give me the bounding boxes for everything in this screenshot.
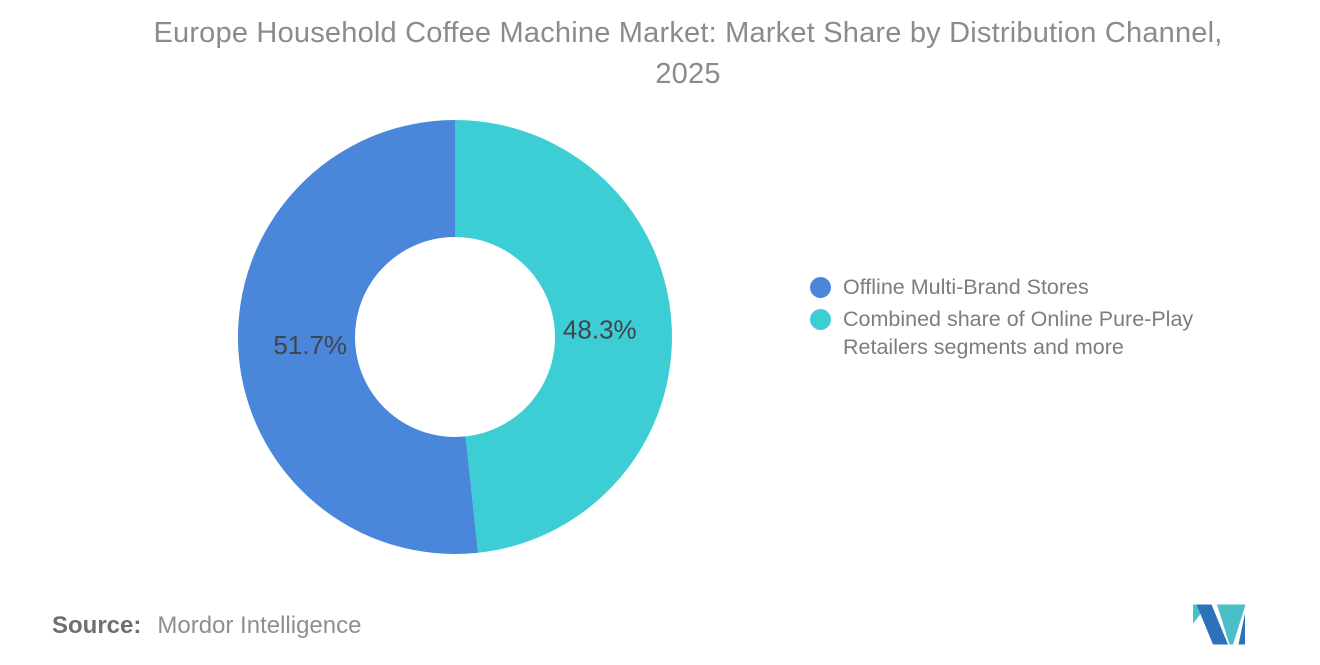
legend-item-offline-multi-brand-stores[interactable]: Offline Multi-Brand Stores bbox=[810, 273, 1238, 301]
chart-legend: Offline Multi-Brand Stores Combined shar… bbox=[810, 273, 1238, 361]
legend-item-online-pure-play-retailers[interactable]: Combined share of Online Pure-Play Retai… bbox=[810, 305, 1238, 361]
legend-label: Combined share of Online Pure-Play Retai… bbox=[843, 307, 1194, 359]
slice-label-1: 48.3% bbox=[563, 314, 637, 344]
donut-chart: 51.7% 48.3% bbox=[237, 120, 672, 554]
logo-blue-band bbox=[1196, 604, 1228, 645]
source-row: Source: Mordor Intelligence bbox=[52, 611, 361, 641]
legend-label: Offline Multi-Brand Stores bbox=[843, 275, 1089, 299]
source-value: Mordor Intelligence bbox=[157, 612, 362, 639]
legend-marker-icon bbox=[810, 309, 831, 330]
logo-teal-pentagon bbox=[1217, 604, 1245, 645]
page-title: Europe Household Coffee Machine Market: … bbox=[56, 13, 1320, 95]
mordor-intelligence-logo bbox=[1193, 604, 1245, 645]
logo-blue-triangle bbox=[1238, 613, 1245, 645]
donut-slice-1[interactable] bbox=[455, 120, 672, 553]
slice-label-0: 51.7% bbox=[273, 330, 347, 360]
source-label: Source: bbox=[52, 612, 142, 639]
legend-marker-icon bbox=[810, 277, 831, 298]
chart-title: Europe Household Coffee Machine Market: … bbox=[153, 17, 1223, 90]
donut-slice-0[interactable] bbox=[237, 120, 479, 554]
